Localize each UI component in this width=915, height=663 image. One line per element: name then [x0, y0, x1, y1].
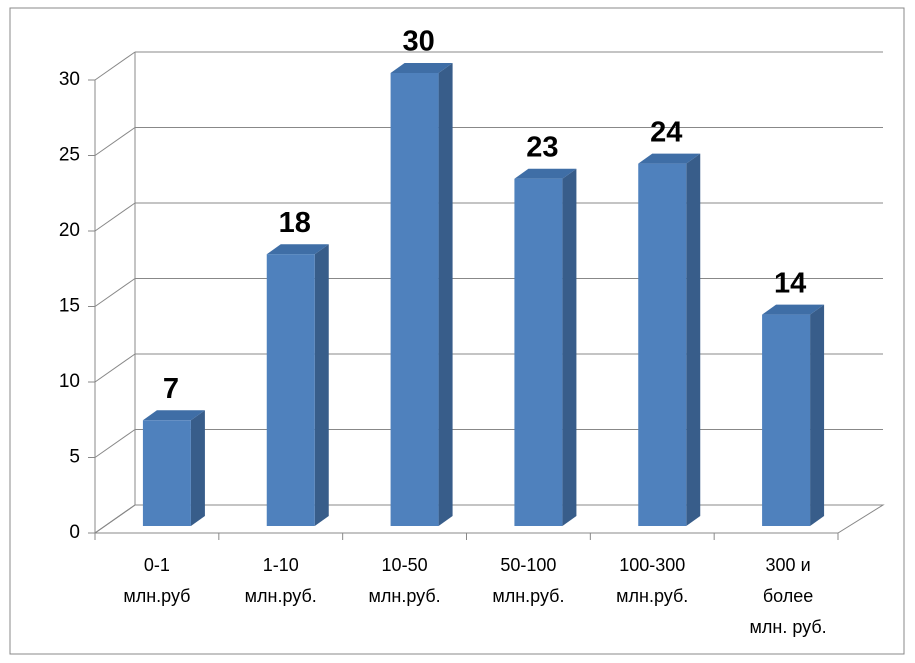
chart-frame — [9, 7, 905, 655]
grid-line — [94, 429, 136, 458]
bar-side — [562, 168, 577, 526]
data-label: 14 — [774, 267, 806, 299]
grid-line — [94, 51, 136, 81]
data-label: 7 — [163, 373, 179, 405]
grid-line — [94, 353, 136, 383]
bar — [390, 73, 439, 526]
x-tick-label: 1-10 — [263, 555, 299, 575]
bar-top — [390, 63, 453, 73]
y-tick-label: 10 — [59, 371, 80, 392]
y-tick-label: 25 — [59, 145, 80, 166]
x-tick-label: млн.руб. — [616, 586, 688, 606]
bar-side — [686, 153, 701, 526]
bar-side — [438, 63, 453, 526]
y-tick-label: 20 — [59, 220, 80, 241]
bar-top — [514, 168, 577, 179]
y-tick-label: 30 — [59, 69, 80, 90]
data-label: 30 — [402, 26, 434, 58]
x-tick-label: 300 и — [766, 555, 811, 575]
bar-top — [638, 153, 701, 164]
bar — [638, 163, 687, 526]
data-label: 23 — [526, 131, 558, 163]
x-tick-label: млн.руб. — [369, 586, 441, 606]
y-tick-label: 0 — [69, 522, 80, 543]
x-tick-label: млн.руб. — [492, 586, 564, 606]
bar — [514, 178, 563, 526]
x-tick-label: более — [763, 586, 813, 606]
grid-line — [94, 202, 136, 232]
data-label: 18 — [279, 207, 311, 239]
y-tick-label: 5 — [69, 447, 80, 468]
bar-top — [762, 304, 825, 315]
bar-side — [314, 244, 329, 526]
bar-side — [190, 410, 205, 526]
grid-line — [94, 127, 136, 156]
x-tick-label: 100-300 — [619, 555, 685, 575]
bar — [762, 314, 811, 526]
bar-side — [810, 304, 825, 526]
bar — [266, 254, 315, 526]
y-tick-label: 15 — [59, 296, 80, 317]
grid-line — [94, 278, 136, 307]
x-tick-label: 10-50 — [382, 555, 428, 575]
x-tick-label: 0-1 — [144, 555, 170, 575]
bar-top — [266, 244, 329, 255]
data-label: 24 — [650, 116, 682, 148]
bar-top — [142, 410, 205, 421]
bar — [142, 420, 191, 526]
x-tick-label: млн. руб. — [750, 617, 827, 637]
x-tick-label: млн.руб. — [245, 586, 317, 606]
x-tick-label: 50-100 — [500, 555, 556, 575]
x-tick-label: млн.руб — [123, 586, 190, 606]
